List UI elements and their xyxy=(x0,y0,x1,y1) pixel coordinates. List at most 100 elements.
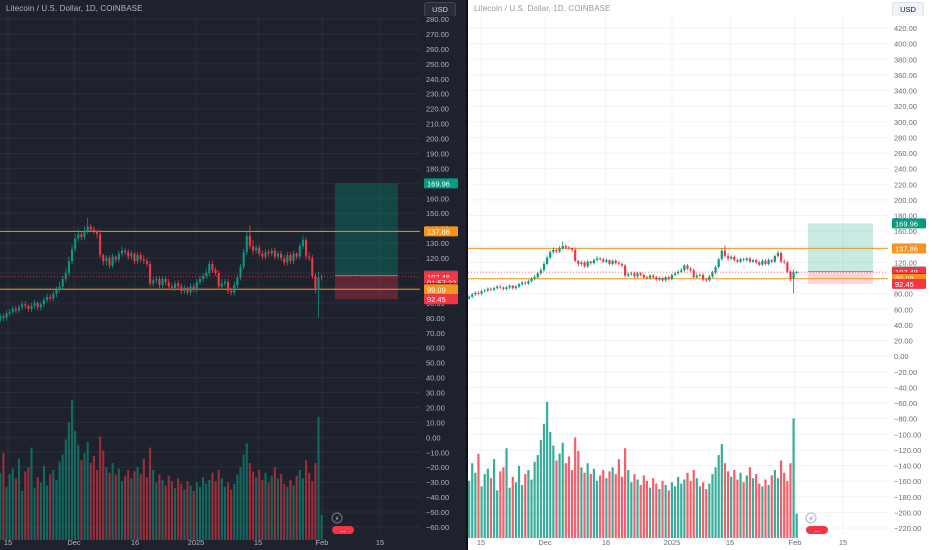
volume-bar xyxy=(305,460,308,540)
candle xyxy=(661,278,664,281)
volume-bar xyxy=(776,478,780,538)
volume-bar xyxy=(292,485,295,540)
volume-bar xyxy=(764,479,767,538)
candle xyxy=(36,302,39,308)
candle xyxy=(514,286,517,289)
candle xyxy=(761,260,764,265)
candle xyxy=(177,283,180,287)
volume-bar xyxy=(595,480,599,538)
volume-bar xyxy=(726,471,730,538)
candle xyxy=(264,252,267,257)
candle xyxy=(77,234,80,239)
y-tick-label: −160.00 xyxy=(894,477,921,486)
volume-bar xyxy=(111,463,114,540)
candle xyxy=(595,258,599,261)
price-label-box xyxy=(424,284,458,295)
candle xyxy=(508,285,511,288)
candle xyxy=(5,313,8,318)
candle xyxy=(8,311,11,314)
candle xyxy=(539,270,542,274)
candle xyxy=(173,283,177,288)
volume-bar xyxy=(211,472,214,540)
currency-button[interactable]: USD xyxy=(424,2,456,17)
candle xyxy=(670,274,673,279)
candle xyxy=(202,275,205,279)
volume-bar xyxy=(108,472,111,540)
y-tick-label: 60.00 xyxy=(426,344,445,353)
volume-bar xyxy=(648,487,652,538)
candle xyxy=(227,281,230,291)
volume-bar xyxy=(311,481,314,540)
volume-bar xyxy=(77,444,80,540)
flag-badge xyxy=(332,526,354,534)
volume-bar xyxy=(242,454,245,540)
y-tick-label: 10.00 xyxy=(426,418,445,427)
volume-bar xyxy=(95,470,99,540)
candle xyxy=(145,261,148,265)
candle xyxy=(273,250,276,257)
candle xyxy=(486,288,489,291)
volume-bar xyxy=(745,475,748,538)
volume-bar xyxy=(695,478,698,538)
volume-bar xyxy=(795,513,798,538)
y-tick-label: −40.00 xyxy=(426,493,449,502)
dark-chart-svg[interactable]: 280.00 270.00 260.00 250.00 240.00 230.00 220.… xyxy=(0,0,466,550)
candle xyxy=(42,299,46,305)
y-tick-label: −220.00 xyxy=(894,524,921,533)
dark-chart-pane[interactable]: Litecoin / U.S. Dollar, 1D, COINBASE USD… xyxy=(0,0,466,550)
candle xyxy=(567,247,571,249)
y-tick-label: 200.00 xyxy=(426,135,449,144)
candle xyxy=(71,249,74,262)
candle xyxy=(64,273,67,279)
volume-bar xyxy=(167,475,170,540)
candle xyxy=(624,265,627,276)
candle xyxy=(530,278,533,282)
candle xyxy=(2,316,5,318)
light-chart-pane[interactable]: Litecoin / U.S. Dollar, 1D, COINBASE USD… xyxy=(468,0,932,550)
volume-bar xyxy=(202,477,205,540)
candle xyxy=(720,250,723,260)
price-label: 137.86 xyxy=(427,227,450,236)
volume-bar xyxy=(102,450,105,540)
volume-bar xyxy=(46,485,49,540)
y-tick-label: 250.00 xyxy=(426,60,449,69)
candle xyxy=(711,272,714,277)
volume-bar xyxy=(30,447,33,540)
price-label: 92.45 xyxy=(895,280,914,289)
volume-bar xyxy=(5,486,8,540)
candle xyxy=(258,247,261,254)
volume-bar xyxy=(723,463,727,538)
x-tick-label: 16 xyxy=(131,538,139,547)
candle xyxy=(742,259,745,261)
volume-bar xyxy=(24,471,27,540)
candle xyxy=(502,287,505,289)
x-tick-label: 15 xyxy=(477,538,485,547)
candle xyxy=(780,253,783,262)
candle xyxy=(283,258,286,263)
candle xyxy=(627,274,630,276)
candle xyxy=(124,250,127,253)
price-label-box xyxy=(892,218,926,229)
volume-bar xyxy=(317,416,320,540)
candle xyxy=(702,274,705,280)
volume-bar xyxy=(17,458,21,540)
volume-bar xyxy=(667,490,670,538)
pane-divider[interactable] xyxy=(466,0,468,550)
candle xyxy=(139,255,142,260)
light-chart-svg[interactable]: 420.00 400.00 380.00 360.00 340.00 320.00 300.… xyxy=(468,0,932,550)
y-tick-label: −50.00 xyxy=(426,508,449,517)
candle xyxy=(558,248,561,252)
flag-badge xyxy=(806,526,828,534)
y-tick-label: 160.00 xyxy=(426,194,449,203)
candle xyxy=(636,273,639,277)
volume-bar xyxy=(555,460,558,538)
candle xyxy=(24,304,27,306)
candle xyxy=(717,259,720,268)
volume-bar xyxy=(758,483,761,538)
candle xyxy=(192,286,195,290)
volume-bar xyxy=(530,479,533,538)
candle xyxy=(673,273,677,275)
candle xyxy=(480,291,483,294)
candle xyxy=(14,308,17,311)
candle xyxy=(524,282,527,284)
